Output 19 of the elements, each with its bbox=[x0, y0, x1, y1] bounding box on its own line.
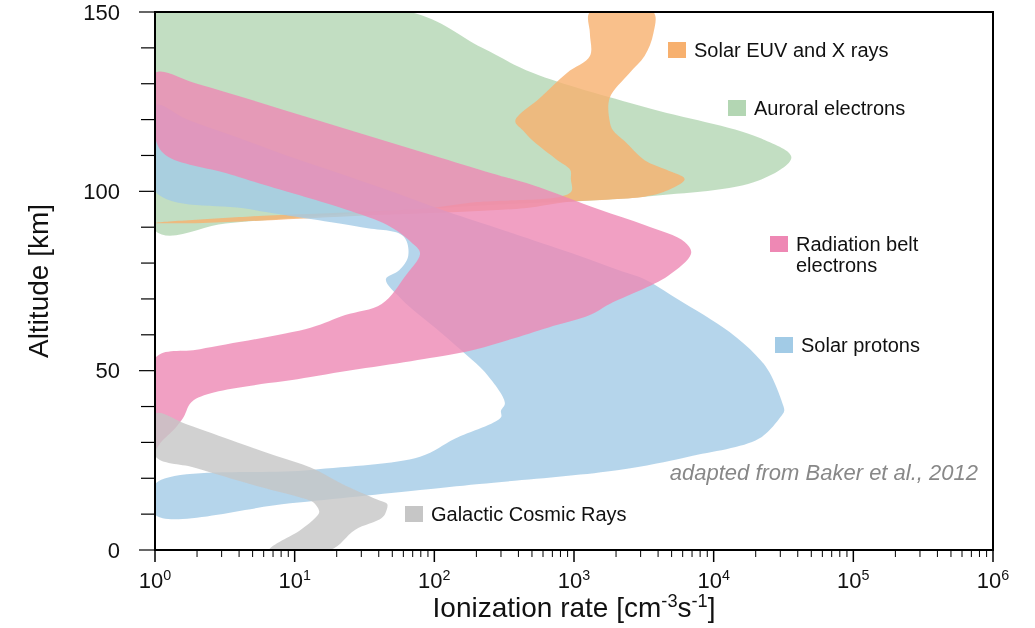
y-tick-label: 0 bbox=[107, 537, 120, 563]
legend-label: Auroral electrons bbox=[754, 97, 906, 119]
x-tick-label: 10$^{4}$ bbox=[697, 567, 730, 593]
y-tick-label: 100 bbox=[83, 179, 120, 205]
x-tick-label: 10$^{0}$ bbox=[138, 567, 172, 593]
x-tick-label: 10$^{3}$ bbox=[557, 567, 591, 593]
legend-label: Galactic Cosmic Rays bbox=[431, 503, 627, 525]
x-tick-label: 10$^{1}$ bbox=[278, 567, 311, 593]
y-axis-title: Altitude [km] bbox=[23, 203, 54, 359]
x-axis-title: Ionization rate [cm$^{-3}$s$^{-1}$] bbox=[432, 591, 716, 623]
y-tick-label: 150 bbox=[83, 0, 120, 25]
x-tick-label: 10$^{2}$ bbox=[418, 567, 451, 593]
annotation: adapted from Baker et al., 2012 bbox=[669, 460, 978, 485]
legend-label: Solar protons bbox=[801, 334, 920, 356]
x-tick-label: 10$^{6}$ bbox=[976, 567, 1010, 593]
y-tick-label: 50 bbox=[95, 358, 120, 384]
legend-label: Radiation belt electrons bbox=[796, 233, 919, 276]
legend-label: Solar EUV and X rays bbox=[694, 39, 889, 61]
x-tick-label: 10$^{5}$ bbox=[837, 567, 870, 593]
